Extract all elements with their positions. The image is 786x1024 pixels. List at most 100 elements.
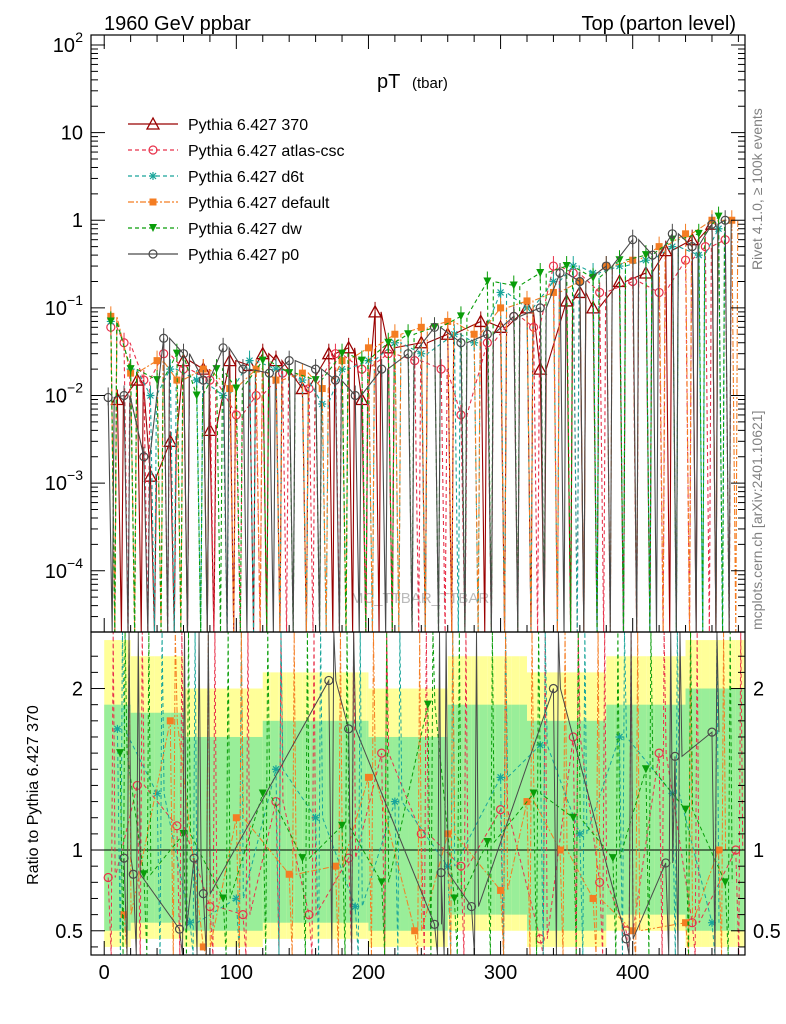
data-marker [103,872,113,883]
data-marker [166,365,175,374]
ratio-y-tick-label: 1 [72,840,83,862]
data-marker [103,392,113,403]
main-series [103,206,739,633]
data-marker [128,869,138,879]
data-marker [562,262,571,271]
data-marker [318,385,326,393]
data-marker [364,773,372,781]
legend-label: Pythia 6.427 d6t [188,169,304,186]
y-tick-label: 10 [45,385,67,407]
ratio-line [123,631,720,956]
ratio-band-green [678,704,686,915]
data-marker [608,854,617,863]
data-marker [687,242,697,252]
data-marker [272,376,280,384]
data-marker [153,789,162,798]
data-marker [153,376,162,385]
data-marker [720,215,730,225]
data-marker [341,340,356,354]
data-marker [456,312,465,321]
ratio-band-green [440,736,448,931]
data-marker [222,353,237,367]
data-marker [351,902,360,911]
data-marker [338,349,347,358]
data-marker [456,861,466,871]
ratio-band-green [162,712,171,923]
ratio-band-green [614,704,623,915]
data-marker [410,356,420,366]
data-marker [219,894,228,903]
header-right: Top (parton level) [581,13,736,35]
ratio-band-green [130,712,139,923]
ratio-band-green [599,720,607,931]
ratio-band-green [334,720,343,923]
data-marker [707,918,716,927]
data-marker [202,423,218,437]
data-marker [198,889,208,899]
ratio-band-green [503,704,512,915]
data-marker [483,277,492,286]
y-tick-label: 10 [45,298,67,320]
data-marker [658,243,673,257]
ratio-band-green [310,720,319,923]
data-marker [119,853,129,863]
data-marker [264,368,274,378]
data-marker [330,349,341,359]
header-left: 1960 GeV ppbar [104,13,251,35]
data-marker [556,846,564,854]
x-tick-label: 0 [99,962,110,984]
ratio-band-green [575,720,583,931]
legend-label: Pythia 6.427 370 [188,117,308,134]
data-marker [661,858,671,868]
x-tick-label: 100 [220,962,253,984]
ratio-band-green [294,720,303,923]
data-marker [429,322,440,332]
data-marker [548,261,559,271]
y-tick-exponent: −4 [67,555,83,571]
legend-entry: Pythia 6.427 d6t [128,169,304,186]
data-marker [473,314,488,328]
ratio-ylabel: Ratio to Pythia 6.427 370 [25,705,42,885]
series-line [110,219,739,633]
data-marker [555,268,565,278]
data-marker [509,311,519,321]
data-marker [205,375,215,385]
data-marker [232,894,241,903]
data-marker [367,304,383,318]
data-marker [271,765,280,774]
data-marker [497,886,505,894]
ratio-series-4 [119,631,720,956]
ratio-band-green [199,736,208,931]
data-marker [143,468,158,482]
data-marker [139,870,148,879]
ratio-band-green [207,736,216,931]
data-marker [482,329,492,339]
data-marker [384,338,393,347]
ratio-band-green [432,736,441,931]
legend-label: Pythia 6.427 p0 [188,247,299,264]
data-marker [533,361,548,375]
data-marker [509,281,518,290]
ratio-band-green [606,704,615,915]
data-marker [548,683,559,694]
data-marker [496,773,505,782]
y-tick-exponent: 2 [75,29,83,45]
ratio-line [119,631,733,956]
data-marker [417,323,425,331]
ratio-band-green [318,720,327,923]
legend-label: Pythia 6.427 default [188,195,330,212]
data-marker [456,410,466,420]
y-tick-exponent: −3 [67,467,83,483]
data-marker [436,364,446,374]
data-marker [529,322,539,332]
data-marker [497,304,505,312]
ratio-band-green [638,704,647,915]
data-marker [536,268,545,277]
data-marker [707,219,717,229]
data-marker [682,919,690,927]
ratio-band-green [495,704,504,915]
data-marker [298,854,307,863]
ratio-band-green [455,704,464,915]
data-marker [601,261,611,271]
legend-entry: Pythia 6.427 dw [128,221,302,238]
